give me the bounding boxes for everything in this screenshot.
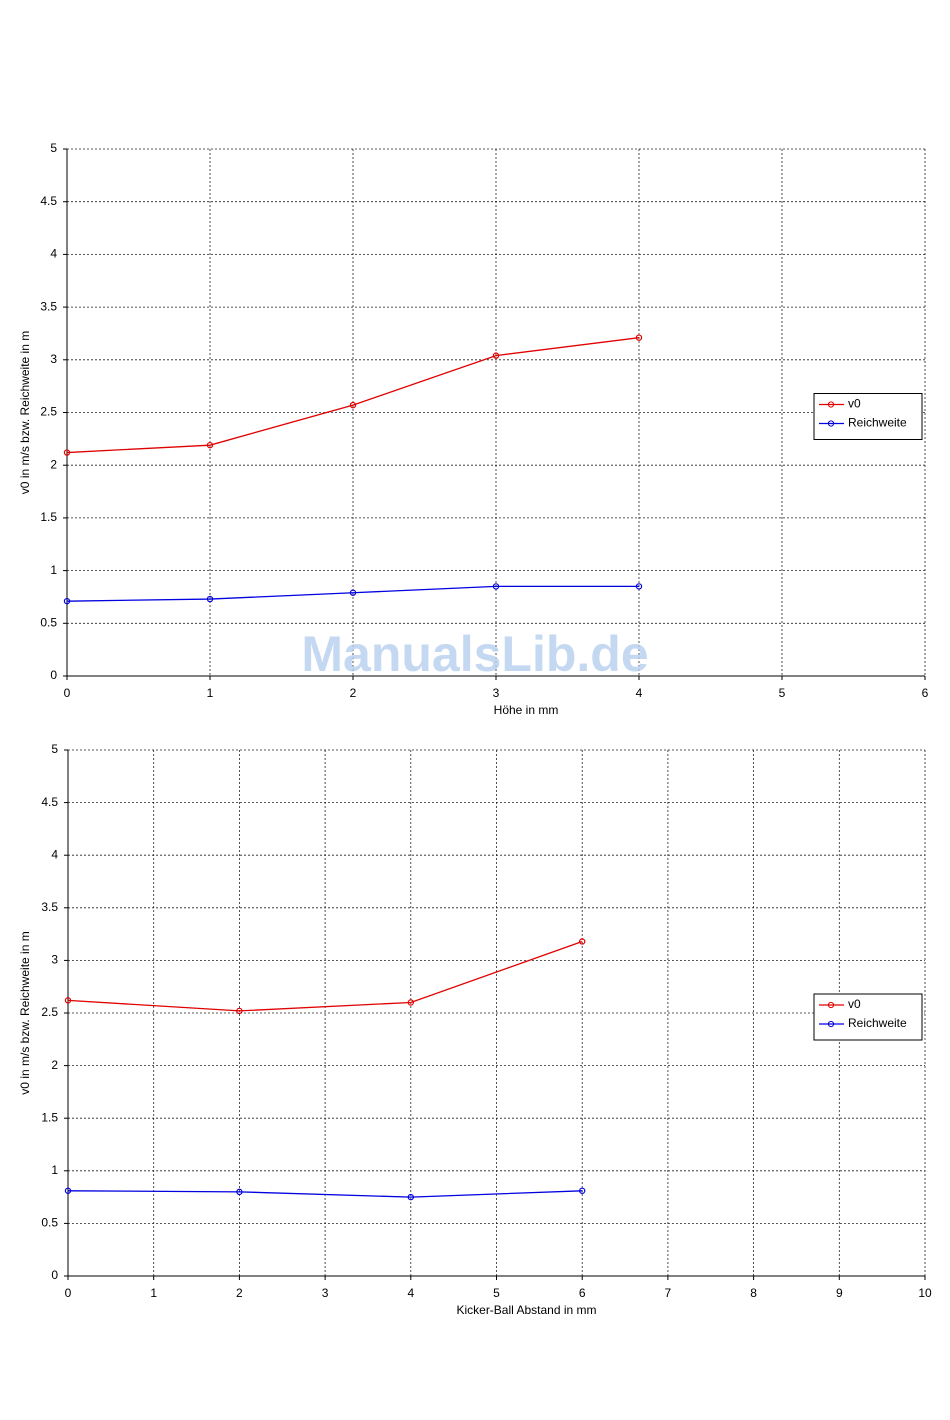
marker: [579, 1187, 586, 1194]
y-tick-label: 3: [51, 953, 58, 967]
legend-marker: [827, 420, 835, 427]
x-tick-label: 2: [350, 686, 357, 700]
watermark: ManualsLib.de: [301, 626, 648, 682]
legend-label: v0: [848, 997, 861, 1011]
x-tick-label: 8: [750, 1286, 757, 1300]
y-tick-label: 4: [51, 847, 58, 861]
y-tick-label: 3: [50, 352, 57, 366]
y-tick-label: 4.5: [41, 795, 58, 809]
chart: 0 0.5 1 1.5 2 2.5 3 3.5 4 4.5 5 0 1 2 3 4 5 6 Höhe in mm v0…: [18, 141, 928, 717]
legend-box: [813, 993, 923, 1041]
marker: [492, 352, 500, 359]
y-tick-label: 2: [51, 1058, 58, 1072]
x-tick-label: 3: [493, 686, 500, 700]
x-tick-label: 5: [493, 1286, 500, 1300]
marker: [63, 449, 71, 456]
x-tick-label: 10: [918, 1286, 932, 1300]
x-tick-label: 0: [65, 1286, 72, 1300]
series-line: [66, 337, 640, 454]
y-tick-label: 0.5: [41, 1216, 58, 1230]
marker: [236, 1007, 243, 1015]
marker: [579, 938, 586, 945]
marker: [407, 999, 414, 1006]
y-tick-label: 5: [50, 141, 57, 155]
chart: 0 0.5 1 1.5 2 2.5 3 3.5 4 4.5 5 0 1 2 3 4 5 6 7 8 9 10 Kicker-…: [18, 742, 932, 1317]
y-tick-label: 1.5: [41, 1110, 58, 1124]
legend-marker: [827, 1001, 835, 1009]
series-line: [67, 940, 583, 1012]
x-tick-label: 6: [579, 1286, 586, 1300]
marker: [236, 1188, 243, 1196]
y-axis-label: v0 in m/s bzw. Reichweite in m: [18, 331, 32, 494]
x-tick-label: 5: [779, 686, 786, 700]
y-tick-label: 1: [50, 563, 57, 577]
x-tick-label: 4: [407, 1286, 414, 1300]
x-tick-label: 2: [236, 1286, 243, 1300]
x-tick-label: 7: [665, 1286, 672, 1300]
x-tick-label: 1: [207, 686, 214, 700]
y-tick-label: 2.5: [41, 1005, 58, 1019]
y-tick-label: 2.5: [40, 405, 57, 419]
legend-marker: [827, 401, 835, 408]
legend-marker: [827, 1020, 835, 1028]
x-axis-label: Kicker-Ball Abstand in mm: [456, 1303, 596, 1317]
marker: [407, 1193, 414, 1201]
marker: [206, 595, 214, 603]
series-line: [66, 585, 639, 602]
x-tick-label: 1: [150, 1286, 157, 1300]
legend-label: Reichweite: [848, 1016, 907, 1030]
y-tick-label: 1: [51, 1163, 58, 1177]
series-line: [67, 1190, 583, 1198]
marker: [206, 441, 214, 449]
y-tick-label: 0: [50, 668, 57, 682]
y-tick-label: 2: [50, 457, 57, 471]
x-tick-label: 3: [322, 1286, 329, 1300]
legend-box: [813, 393, 923, 440]
y-tick-label: 1.5: [40, 510, 57, 524]
marker: [349, 589, 357, 596]
y-axis-label: v0 in m/s bzw. Reichweite in m: [18, 931, 32, 1094]
marker: [63, 597, 71, 605]
legend-label: v0: [848, 397, 861, 411]
x-tick-label: 0: [64, 686, 71, 700]
y-tick-label: 0.5: [40, 615, 57, 629]
y-tick-label: 0: [51, 1268, 58, 1282]
marker: [349, 401, 357, 409]
x-tick-label: 9: [836, 1286, 843, 1300]
x-tick-label: 4: [636, 686, 643, 700]
y-tick-label: 5: [51, 742, 58, 756]
marker: [635, 583, 643, 590]
marker: [635, 334, 643, 341]
marker: [64, 997, 72, 1004]
y-tick-label: 3.5: [41, 900, 58, 914]
y-tick-label: 4: [50, 247, 57, 261]
y-tick-label: 3.5: [40, 299, 57, 313]
x-axis-label: Höhe in mm: [494, 703, 559, 717]
marker: [64, 1187, 72, 1194]
x-tick-label: 6: [922, 686, 929, 700]
y-tick-label: 4.5: [40, 194, 57, 208]
marker: [492, 583, 500, 590]
legend-label: Reichweite: [848, 416, 907, 430]
